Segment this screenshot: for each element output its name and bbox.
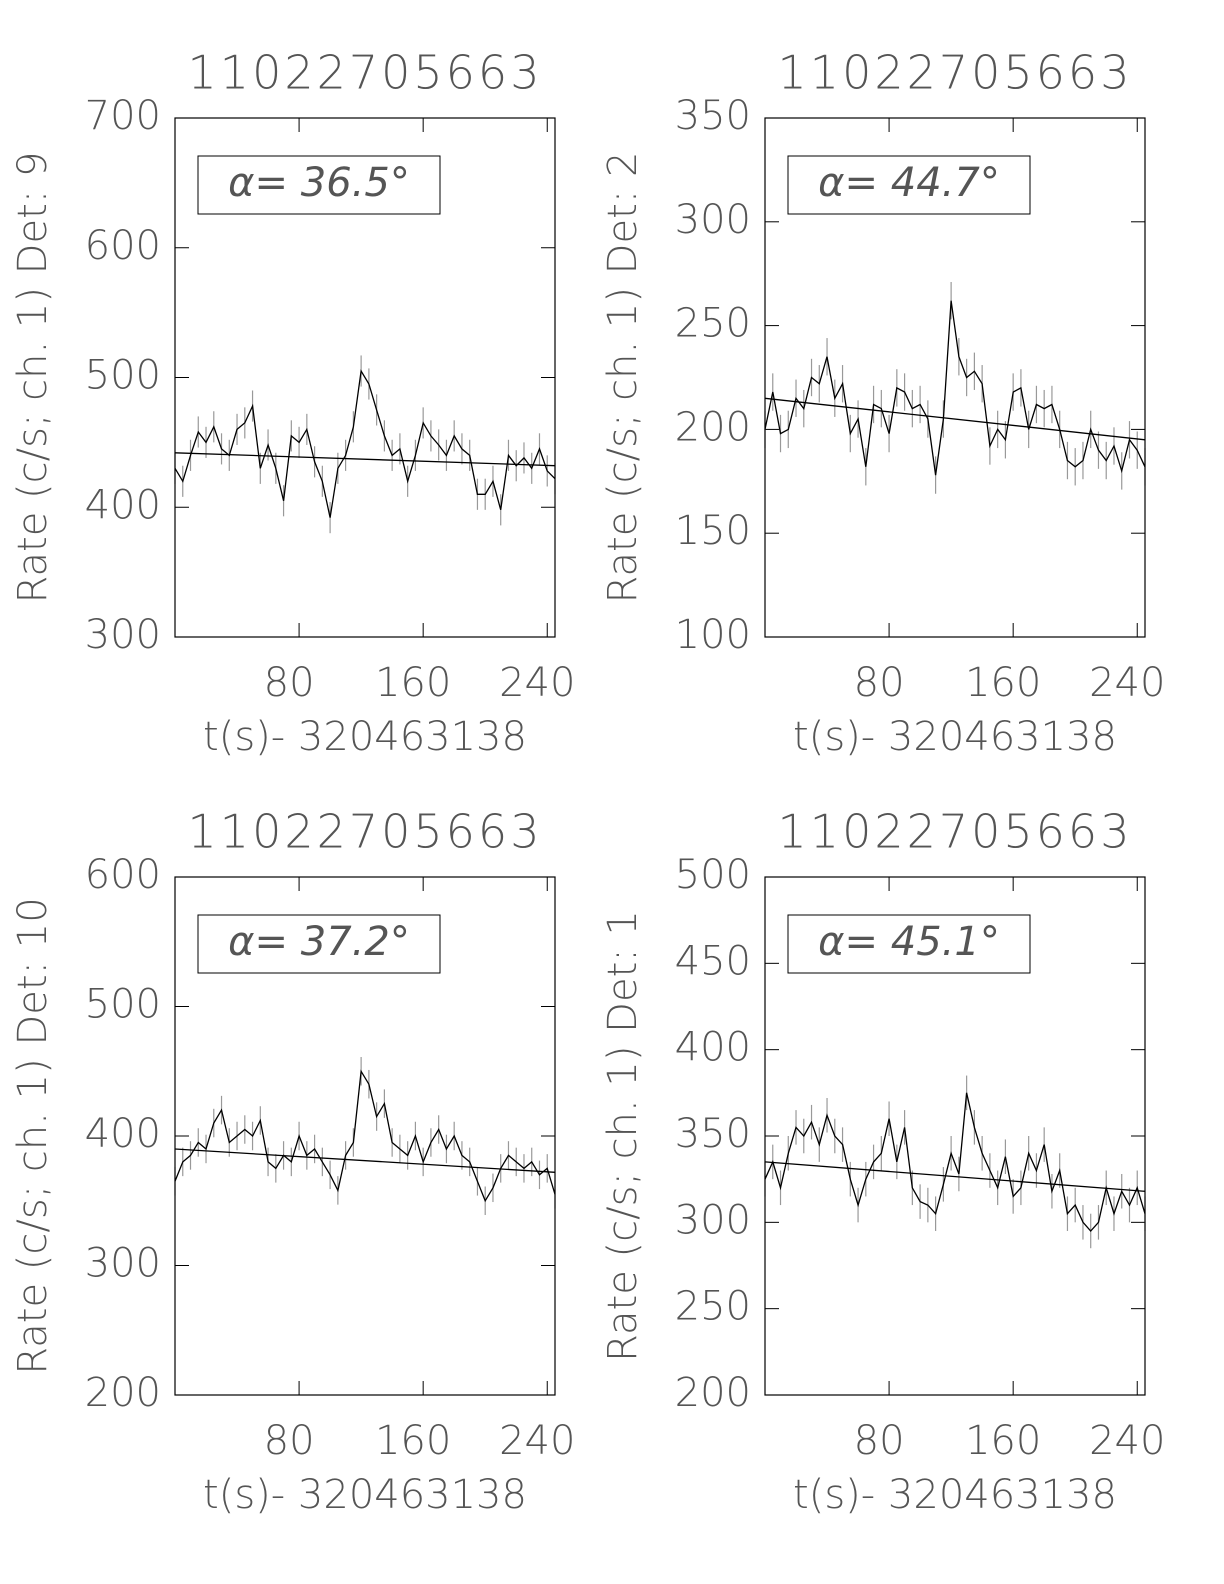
panel: 11022705663 t(s)- 320463138 Rate (c/s; ch.… bbox=[10, 46, 575, 761]
y-tick-label: 300 bbox=[675, 1197, 751, 1243]
x-tick-label: 80 bbox=[854, 660, 905, 706]
y-tick-label: 300 bbox=[675, 197, 751, 243]
fit-line bbox=[764, 397, 1146, 441]
fit-line bbox=[174, 452, 556, 467]
x-tick-label: 80 bbox=[264, 1418, 315, 1464]
y-tick-label: 150 bbox=[675, 508, 751, 554]
y-tick-label: 500 bbox=[85, 353, 161, 399]
y-axis-label: Rate (c/s; ch. 1) Det: 10 bbox=[10, 897, 56, 1374]
y-tick-label: 400 bbox=[85, 1111, 161, 1157]
x-tick-label: 240 bbox=[499, 1418, 575, 1464]
plot-frame bbox=[764, 876, 1146, 1396]
x-tick-label: 240 bbox=[1089, 660, 1165, 706]
y-tick-label: 350 bbox=[675, 93, 751, 139]
x-axis-label: t(s)- 320463138 bbox=[793, 714, 1117, 760]
x-axis-label: t(s)- 320463138 bbox=[203, 1472, 527, 1518]
y-axis-label: Rate (c/s; ch. 1) Det: 9 bbox=[10, 152, 56, 604]
y-tick-label: 350 bbox=[675, 1111, 751, 1157]
y-tick-label: 450 bbox=[675, 938, 751, 984]
y-tick-label: 500 bbox=[675, 852, 751, 898]
annotation: α= 36.5° bbox=[228, 160, 410, 206]
y-tick-label: 300 bbox=[85, 1241, 161, 1287]
y-tick-label: 700 bbox=[85, 93, 161, 139]
fit-line bbox=[174, 1148, 556, 1173]
y-tick-label: 600 bbox=[85, 852, 161, 898]
y-tick-label: 300 bbox=[85, 612, 161, 658]
y-tick-label: 400 bbox=[675, 1025, 751, 1071]
y-axis-label: Rate (c/s; ch. 1) Det: 2 bbox=[600, 152, 646, 604]
y-axis-label: Rate (c/s; ch. 1) Det: 1 bbox=[600, 910, 646, 1362]
plot-frame bbox=[764, 117, 1146, 638]
y-tick-label: 600 bbox=[85, 223, 161, 269]
light-curve bbox=[764, 300, 1146, 476]
annotation-box bbox=[197, 155, 441, 215]
light-curve bbox=[764, 1092, 1146, 1232]
y-tick-label: 200 bbox=[675, 404, 751, 450]
x-tick-label: 240 bbox=[1089, 1418, 1165, 1464]
annotation-box bbox=[197, 914, 441, 974]
annotation-box bbox=[787, 155, 1031, 215]
light-curve bbox=[174, 1069, 556, 1203]
x-axis-label: t(s)- 320463138 bbox=[793, 1472, 1117, 1518]
annotation: α= 37.2° bbox=[228, 919, 410, 965]
panel-title: 11022705663 bbox=[188, 805, 543, 859]
y-tick-label: 250 bbox=[675, 301, 751, 347]
x-tick-label: 160 bbox=[965, 1418, 1041, 1464]
y-tick-label: 200 bbox=[85, 1370, 161, 1416]
panel: 11022705663 t(s)- 320463138 Rate (c/s; ch.… bbox=[600, 46, 1165, 761]
x-tick-label: 160 bbox=[375, 660, 451, 706]
y-tick-label: 100 bbox=[675, 612, 751, 658]
annotation: α= 45.1° bbox=[818, 919, 1000, 965]
fit-line bbox=[764, 1161, 1146, 1192]
plot-frame bbox=[174, 117, 556, 638]
y-tick-label: 500 bbox=[85, 982, 161, 1028]
panel-title: 11022705663 bbox=[188, 46, 543, 100]
annotation-box bbox=[787, 914, 1031, 974]
panel-title: 11022705663 bbox=[778, 46, 1133, 100]
y-tick-label: 200 bbox=[675, 1370, 751, 1416]
x-tick-label: 80 bbox=[264, 660, 315, 706]
x-tick-label: 160 bbox=[375, 1418, 451, 1464]
x-tick-label: 240 bbox=[499, 660, 575, 706]
annotation: α= 44.7° bbox=[818, 160, 1000, 206]
panel: 11022705663 t(s)- 320463138 Rate (c/s; ch.… bbox=[600, 805, 1165, 1519]
plot-frame bbox=[174, 876, 556, 1396]
light-curve bbox=[174, 369, 556, 518]
x-axis-label: t(s)- 320463138 bbox=[203, 714, 527, 760]
x-tick-label: 160 bbox=[965, 660, 1041, 706]
x-tick-label: 80 bbox=[854, 1418, 905, 1464]
panel: 11022705663 t(s)- 320463138 Rate (c/s; ch.… bbox=[10, 805, 575, 1519]
y-tick-label: 400 bbox=[85, 482, 161, 528]
y-tick-label: 250 bbox=[675, 1284, 751, 1330]
panel-title: 11022705663 bbox=[778, 805, 1133, 859]
